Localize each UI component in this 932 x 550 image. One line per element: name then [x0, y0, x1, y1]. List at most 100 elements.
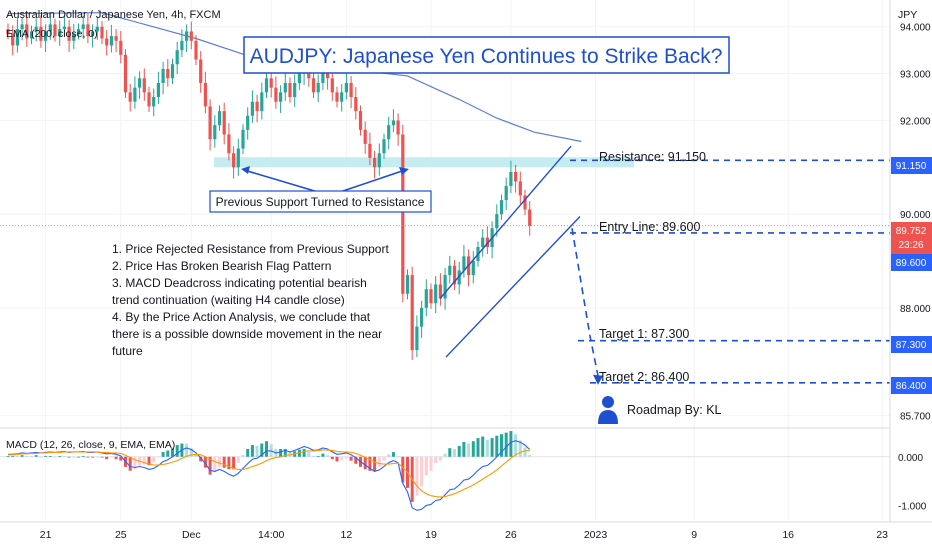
time-tick-label: 14:00: [258, 529, 284, 541]
zone-label: Previous Support Turned to Resistance: [216, 195, 425, 209]
histogram-bar: [420, 456, 424, 487]
analysis-line: future: [112, 344, 143, 358]
candle-body: [377, 153, 381, 168]
target-1-badge-text: 87.300: [896, 340, 927, 351]
candle-body: [495, 214, 499, 229]
candle-body: [25, 24, 29, 39]
candle-body: [279, 92, 283, 102]
candle-countdown: 23:26: [898, 240, 923, 251]
histogram-bar: [429, 456, 433, 471]
entry-label: Entry Line: 89.600: [599, 220, 701, 234]
candle-body: [128, 92, 132, 102]
histogram-bar: [34, 455, 38, 457]
macd-pane: [0, 431, 890, 511]
candle-body: [152, 97, 156, 107]
histogram-bar: [415, 456, 419, 496]
candle-body: [250, 101, 254, 116]
histogram-bar: [105, 456, 109, 460]
candle-body: [109, 36, 113, 46]
candle-body: [236, 148, 240, 168]
candle-body: [15, 29, 19, 46]
histogram-bar: [401, 456, 405, 483]
candle-body: [368, 143, 372, 158]
candle-body: [499, 200, 504, 215]
histogram-bar: [260, 443, 264, 457]
author-label: Roadmap By: KL: [627, 403, 722, 417]
histogram-bar: [25, 455, 29, 457]
candle-body: [185, 31, 189, 41]
histogram-bar: [387, 454, 391, 457]
candle-body: [424, 289, 428, 308]
candle-body: [485, 237, 489, 247]
candle-body: [452, 265, 457, 285]
candle-body: [387, 125, 391, 140]
arrowhead: [399, 167, 409, 175]
histogram-bar: [213, 456, 217, 473]
candle-body: [523, 195, 527, 210]
histogram-bar: [368, 456, 372, 471]
histogram-bar: [152, 456, 156, 463]
histogram-bar: [396, 455, 400, 457]
histogram-bar: [528, 455, 532, 457]
histogram-bar: [255, 445, 259, 457]
histogram-bar: [495, 435, 499, 457]
histogram-bar: [307, 452, 311, 457]
candle-body: [217, 111, 222, 126]
candle-body: [363, 129, 367, 144]
histogram-bar: [373, 456, 377, 472]
histogram-bar: [161, 452, 165, 457]
analysis-drawings: [0, 145, 890, 385]
signal-line: [8, 449, 530, 498]
candle-body: [62, 26, 66, 30]
price-tick-label: 92.000: [900, 116, 931, 127]
candle-body: [288, 82, 292, 98]
histogram-bar: [335, 456, 339, 462]
candle-body: [147, 92, 151, 107]
entry-badge-text: 89.600: [896, 258, 927, 269]
histogram-bar: [504, 432, 508, 457]
candle-body: [222, 111, 226, 135]
candle-body: [58, 29, 62, 37]
histogram-bar: [44, 455, 48, 457]
candle-body: [264, 78, 269, 93]
candle-body: [396, 120, 400, 135]
histogram-bar: [241, 455, 245, 457]
candle-body: [269, 78, 273, 88]
candle-body: [81, 24, 85, 30]
target-1-label: Target 1: 87.300: [599, 327, 689, 341]
target-2-label: Target 2: 86.400: [599, 370, 689, 384]
histogram-bar: [227, 456, 231, 470]
candle-body: [344, 82, 348, 93]
current-price-badge: [891, 222, 932, 254]
candle-body: [175, 50, 179, 65]
time-tick-label: Dec: [182, 529, 201, 541]
histogram-bar: [15, 455, 19, 457]
time-tick-label: 23: [876, 529, 888, 541]
candle-body: [203, 82, 207, 107]
candle-body: [297, 73, 301, 83]
histogram-bar: [109, 456, 113, 458]
histogram-bar: [391, 452, 395, 457]
histogram-bar: [39, 456, 43, 458]
candle-body: [382, 139, 386, 154]
time-tick-label: 26: [505, 529, 517, 541]
histogram-bar: [467, 443, 471, 457]
histogram-bar: [91, 456, 95, 458]
candle-body: [448, 265, 452, 276]
target-2-badge-text: 86.400: [896, 381, 927, 392]
histogram-bar: [518, 440, 522, 457]
support-resistance-zone: [214, 157, 634, 168]
chart-title: AUDJPY: Japanese Yen Continues to Strike…: [250, 45, 723, 68]
resistance-badge-text: 91.150: [896, 161, 927, 172]
time-tick-label: 2023: [584, 529, 608, 541]
time-tick-label: 25: [115, 529, 127, 541]
histogram-bar: [203, 456, 207, 468]
candle-body: [208, 106, 212, 140]
candle-body: [161, 68, 165, 83]
price-tick-label: 94.000: [900, 23, 931, 34]
candle-body: [227, 134, 231, 154]
candle-body: [95, 26, 99, 32]
histogram-bar: [448, 448, 452, 457]
histogram-bar: [199, 456, 203, 462]
candle-body: [119, 40, 123, 55]
